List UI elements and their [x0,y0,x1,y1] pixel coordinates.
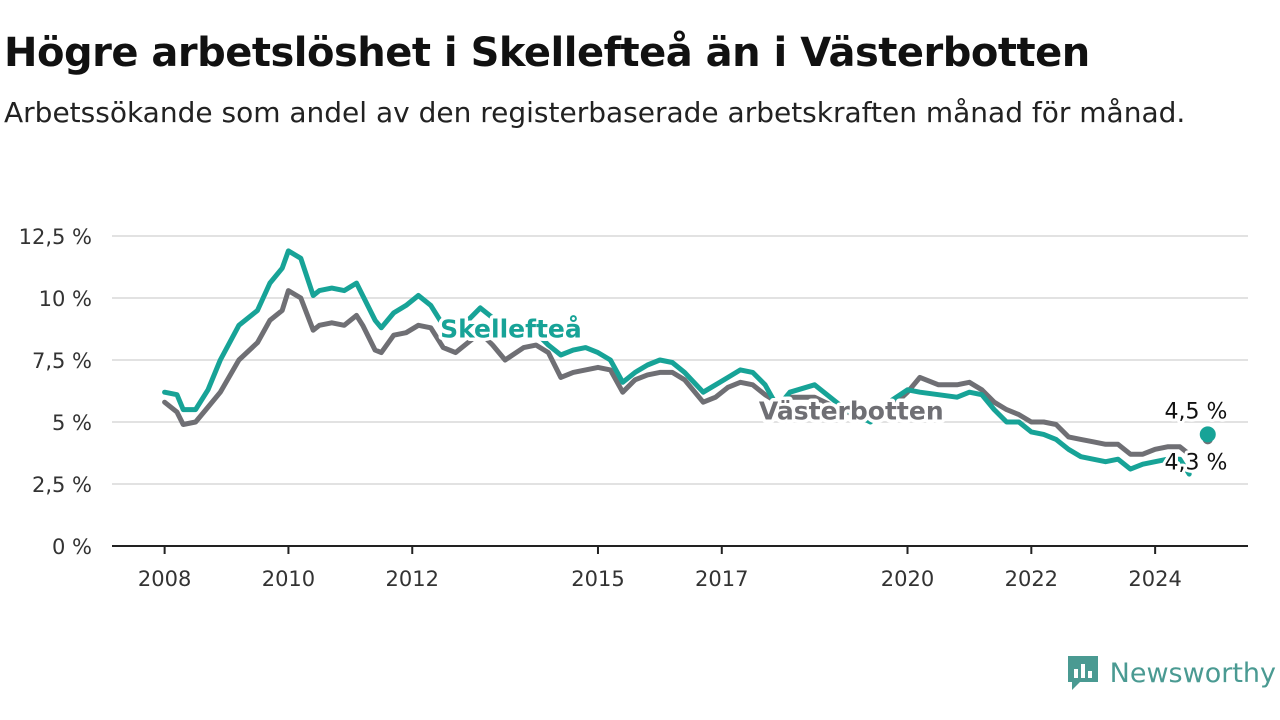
y-axis-ticks: 0 % 2,5 % 5 % 7,5 % 10 % 12,5 % [19,225,92,559]
x-tick-label: 2024 [1128,567,1181,591]
x-tick-label: 2015 [571,567,624,591]
x-tick-label: 2022 [1005,567,1058,591]
y-tick-label: 12,5 % [19,225,92,249]
x-tick-label: 2008 [138,567,191,591]
series-label-skelleftea: Skellefteå [440,315,582,344]
series-label-vasterbotten: Västerbotten [759,397,944,426]
y-tick-label: 5 % [52,411,92,435]
x-tick-label: 2017 [695,567,748,591]
y-tick-label: 7,5 % [32,349,92,373]
x-tick-label: 2020 [881,567,934,591]
y-tick-label: 10 % [39,287,92,311]
series-line-skelleftea [162,248,1192,477]
chart-subtitle: Arbetssökande som andel av den registerb… [4,96,1186,129]
series-labels: Skellefteå Västerbotten 4,5 % 4,3 % [437,311,1231,478]
gridlines [112,235,1248,485]
x-tick-label: 2012 [386,567,439,591]
y-tick-label: 0 % [52,535,92,559]
brand-name: Newsworthy [1109,657,1276,689]
newsworthy-brand: Newsworthy [1066,654,1276,692]
end-label-vasterbotten: 4,3 % [1165,450,1228,475]
newsworthy-logo-icon [1067,656,1098,690]
x-axis-ticks: 2008 2010 2012 2015 2017 2020 2022 2024 [138,546,1182,591]
series-lines [162,248,1216,477]
end-label-skelleftea: 4,5 % [1165,399,1228,424]
y-tick-label: 2,5 % [32,473,92,497]
x-tick-label: 2010 [262,567,315,591]
chart-title: Högre arbetslöshet i Skellefteå än i Väs… [4,30,1090,76]
end-point-skelleftea [1199,426,1216,443]
series-line-vasterbotten [162,288,1192,457]
